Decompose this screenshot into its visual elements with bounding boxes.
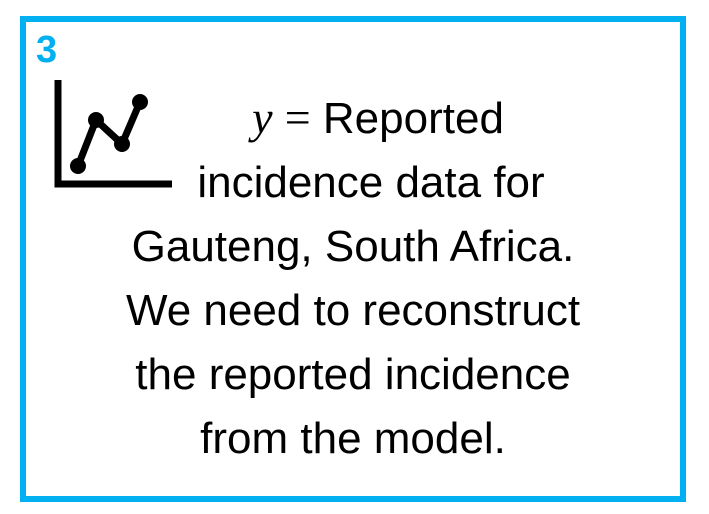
text-line-4: We need to reconstruct: [125, 286, 581, 335]
text-line-6: from the model.: [200, 414, 506, 463]
text-line-2: incidence data for: [197, 158, 545, 207]
line-chart-icon: [54, 80, 172, 188]
step-number: 3: [36, 29, 58, 71]
description-text: y = Reported incidence data for Gauteng,…: [26, 86, 680, 471]
info-card: 3 y = Reported incidence data for Gauten…: [20, 16, 686, 502]
text-line-5: the reported incidence: [135, 350, 571, 399]
text-line-3: Gauteng, South Africa.: [131, 222, 575, 271]
equation-variable: y: [252, 92, 273, 143]
text-line-1: Reported: [322, 94, 504, 143]
equation-line: y = Reported: [26, 86, 680, 151]
equation-operator: =: [284, 92, 311, 143]
